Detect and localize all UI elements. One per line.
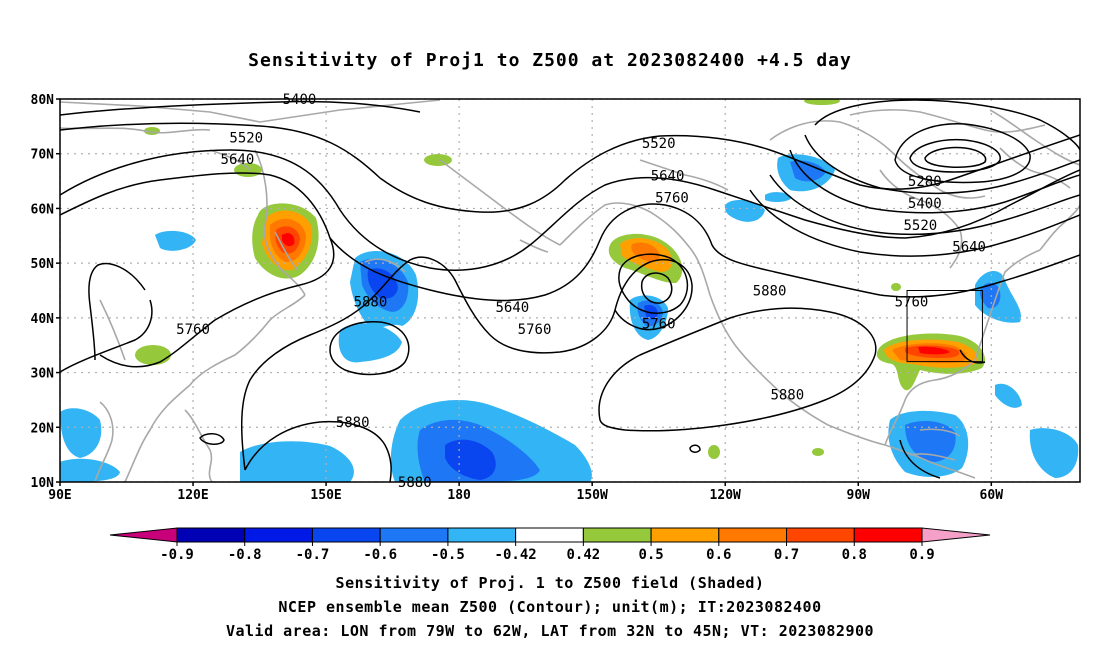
colorbar-tick-label: -0.42 <box>495 547 537 563</box>
lon-tick-label: 150E <box>310 488 341 503</box>
contour-label: 5760 <box>895 294 929 310</box>
lon-tick-label: 180 <box>447 488 471 503</box>
colorbar-swatch <box>786 527 855 543</box>
lon-tick-label: 150W <box>577 488 608 503</box>
contour-label: 5640 <box>952 240 986 256</box>
contour-label: 5880 <box>770 387 804 403</box>
contour-label: 5280 <box>908 174 942 190</box>
lat-tick-label: 40N <box>31 312 55 327</box>
contour-label: 5760 <box>176 322 210 338</box>
z500-contours <box>60 99 1080 482</box>
colorbar-tick-label: -0.5 <box>431 547 465 563</box>
colorbar-swatch <box>447 527 517 543</box>
contour-label: 5760 <box>655 190 689 206</box>
contour-label: 5880 <box>398 475 432 491</box>
lat-tick-label: 30N <box>31 367 55 382</box>
lon-tick-label: 120W <box>710 488 741 503</box>
contour-label: 5880 <box>354 294 388 310</box>
colorbar-tick-label: -0.7 <box>296 547 330 563</box>
map-frame <box>59 98 1081 483</box>
colorbar-tick-label: -0.6 <box>363 547 397 563</box>
caption-shaded: Sensitivity of Proj. 1 to Z500 field (Sh… <box>335 574 765 592</box>
caption-contour: NCEP ensemble mean Z500 (Contour); unit(… <box>278 598 822 616</box>
colorbar-swatch <box>244 527 313 543</box>
sensitivity-shading <box>60 99 1079 482</box>
contour-label: 5400 <box>908 196 942 212</box>
contour-label: 5640 <box>651 169 685 185</box>
valid-area-box <box>906 290 983 363</box>
colorbar-tick-label: 0.9 <box>909 547 934 563</box>
colorbar-tick-label: -0.8 <box>228 547 262 563</box>
contour-labels: 5400 5520 5640 5760 5880 5880 5880 5640 5760 5760… <box>176 92 986 491</box>
contour-label: 5520 <box>229 130 263 146</box>
lon-tick-label: 60W <box>980 488 1004 503</box>
lon-tick-label: 90E <box>48 488 71 503</box>
caption-valid-area: Valid area: LON from 79W to 62W, LAT fro… <box>225 622 875 640</box>
colorbar-low-triangle <box>109 527 178 543</box>
contour-label: 5400 <box>283 92 317 108</box>
colorbar-tick-label: 0.7 <box>774 547 799 563</box>
contour-label: 5520 <box>642 136 676 152</box>
map-title: Sensitivity of Proj1 to Z500 at 20230824… <box>248 50 852 71</box>
lon-tick-label: 90W <box>847 488 871 503</box>
contour-label: 5640 <box>495 300 529 316</box>
colorbar-high-triangle <box>921 527 991 543</box>
colorbar-swatch <box>176 527 246 543</box>
contour-label: 5640 <box>221 152 255 168</box>
colorbar-tick-label: 0.6 <box>706 547 731 563</box>
contour-label: 5760 <box>518 322 552 338</box>
contour-label: 5880 <box>336 415 370 431</box>
lat-tick-label: 60N <box>31 202 55 217</box>
colorbar-tick-label: -0.9 <box>160 547 194 563</box>
lat-tick-label: 80N <box>31 93 55 108</box>
coastlines <box>60 99 1080 482</box>
colorbar-swatch <box>582 527 652 543</box>
colorbar: -0.9 -0.8 -0.7 -0.6 -0.5 -0.42 0.42 0.5 0.6 0.7 0.… <box>109 527 991 563</box>
colorbar-swatch <box>515 527 584 543</box>
colorbar-tick-label: 0.8 <box>842 547 867 563</box>
lat-tick-label: 10N <box>31 476 55 491</box>
contour-label: 5760 <box>642 316 676 332</box>
colorbar-swatch <box>311 527 381 543</box>
colorbar-swatch <box>853 527 923 543</box>
lon-tick-label: 120E <box>177 488 208 503</box>
lat-tick-label: 20N <box>31 421 55 436</box>
colorbar-swatch <box>718 527 788 543</box>
colorbar-tick-label: 0.5 <box>638 547 663 563</box>
lat-tick-label: 70N <box>31 148 55 163</box>
colorbar-swatch <box>379 527 449 543</box>
lat-tick-label: 50N <box>31 257 55 272</box>
colorbar-tick-label: 0.42 <box>567 547 601 563</box>
contour-label: 5880 <box>753 284 787 300</box>
colorbar-swatch <box>650 527 720 543</box>
contour-label: 5520 <box>903 218 937 234</box>
